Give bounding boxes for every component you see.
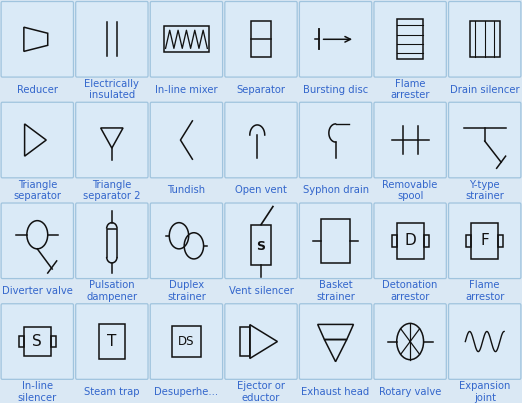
Bar <box>321 218 350 263</box>
FancyBboxPatch shape <box>1 203 74 278</box>
Bar <box>251 21 271 58</box>
Text: Open vent: Open vent <box>235 185 287 195</box>
Text: T: T <box>107 334 116 349</box>
FancyBboxPatch shape <box>448 203 521 278</box>
FancyBboxPatch shape <box>150 102 222 178</box>
Bar <box>251 225 271 265</box>
FancyBboxPatch shape <box>76 102 148 178</box>
Text: Triangle
separator: Triangle separator <box>13 180 61 201</box>
Text: Tundish: Tundish <box>168 185 206 195</box>
Bar <box>470 21 500 58</box>
Text: Expansion
joint: Expansion joint <box>459 381 511 403</box>
FancyBboxPatch shape <box>150 2 222 77</box>
FancyBboxPatch shape <box>374 2 446 77</box>
Bar <box>19 336 24 347</box>
Bar <box>397 19 423 60</box>
FancyBboxPatch shape <box>374 102 446 178</box>
FancyBboxPatch shape <box>225 304 297 379</box>
Text: DS: DS <box>178 335 195 348</box>
FancyBboxPatch shape <box>76 203 148 278</box>
Bar <box>498 235 503 247</box>
Text: Diverter valve: Diverter valve <box>2 286 73 296</box>
Text: Bursting disc: Bursting disc <box>303 85 368 95</box>
FancyBboxPatch shape <box>448 102 521 178</box>
Text: In-line
silencer: In-line silencer <box>18 381 57 403</box>
Text: Flame
arrester: Flame arrester <box>390 79 430 100</box>
FancyBboxPatch shape <box>374 304 446 379</box>
Bar <box>466 235 471 247</box>
Bar <box>240 327 250 356</box>
Text: Basket
strainer: Basket strainer <box>316 280 355 302</box>
Bar <box>172 326 200 357</box>
Bar <box>397 222 423 259</box>
FancyBboxPatch shape <box>1 2 74 77</box>
Text: F: F <box>480 233 489 248</box>
Text: Duplex
strainer: Duplex strainer <box>167 280 206 302</box>
FancyBboxPatch shape <box>150 304 222 379</box>
Text: Ejector or
eductor: Ejector or eductor <box>237 381 285 403</box>
Text: Y-type
strainer: Y-type strainer <box>465 180 504 201</box>
FancyBboxPatch shape <box>448 2 521 77</box>
FancyBboxPatch shape <box>300 203 372 278</box>
Text: Reducer: Reducer <box>17 85 58 95</box>
Text: Electrically
insulated: Electrically insulated <box>85 79 139 100</box>
Bar <box>423 235 429 247</box>
Text: Vent silencer: Vent silencer <box>229 286 293 296</box>
Bar <box>471 222 498 259</box>
Text: S: S <box>256 240 266 253</box>
Text: Steam trap: Steam trap <box>84 387 139 397</box>
Text: Rotary valve: Rotary valve <box>379 387 441 397</box>
Text: Drain silencer: Drain silencer <box>450 85 519 95</box>
FancyBboxPatch shape <box>76 2 148 77</box>
Text: In-line mixer: In-line mixer <box>155 85 218 95</box>
Text: Flame
arrestor: Flame arrestor <box>465 280 504 302</box>
Bar <box>392 235 397 247</box>
FancyBboxPatch shape <box>225 2 297 77</box>
FancyBboxPatch shape <box>448 304 521 379</box>
Text: Separator: Separator <box>236 85 286 95</box>
Text: Desuperhe...: Desuperhe... <box>155 387 219 397</box>
Bar <box>99 324 125 359</box>
Text: Exhaust head: Exhaust head <box>301 387 370 397</box>
Text: Removable
spool: Removable spool <box>383 180 438 201</box>
FancyBboxPatch shape <box>150 203 222 278</box>
FancyBboxPatch shape <box>225 102 297 178</box>
Text: Triangle
separator 2: Triangle separator 2 <box>83 180 140 201</box>
FancyBboxPatch shape <box>300 102 372 178</box>
Bar <box>51 336 56 347</box>
Bar <box>24 327 51 356</box>
Text: Syphon drain: Syphon drain <box>303 185 369 195</box>
FancyBboxPatch shape <box>374 203 446 278</box>
FancyBboxPatch shape <box>76 304 148 379</box>
FancyBboxPatch shape <box>300 2 372 77</box>
FancyBboxPatch shape <box>1 304 74 379</box>
Text: Detonation
arrestor: Detonation arrestor <box>383 280 438 302</box>
FancyBboxPatch shape <box>300 304 372 379</box>
Text: D: D <box>404 233 416 248</box>
Text: S: S <box>32 334 42 349</box>
FancyBboxPatch shape <box>1 102 74 178</box>
Text: Pulsation
dampener: Pulsation dampener <box>86 280 137 302</box>
Bar <box>164 26 209 52</box>
FancyBboxPatch shape <box>225 203 297 278</box>
